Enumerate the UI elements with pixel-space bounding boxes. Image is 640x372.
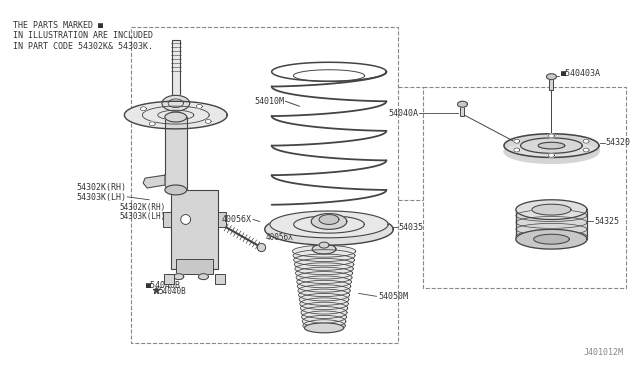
Text: 54050M: 54050M xyxy=(378,292,408,301)
Polygon shape xyxy=(298,280,351,292)
Bar xyxy=(461,104,465,116)
Polygon shape xyxy=(294,259,354,270)
Bar xyxy=(218,212,226,227)
Polygon shape xyxy=(198,274,209,280)
Polygon shape xyxy=(292,245,356,257)
Text: IN PART CODE 54302K& 54303K.: IN PART CODE 54302K& 54303K. xyxy=(13,42,153,51)
Polygon shape xyxy=(548,153,554,157)
Polygon shape xyxy=(300,298,348,310)
Polygon shape xyxy=(319,215,339,224)
Text: 54010M: 54010M xyxy=(255,97,285,106)
Polygon shape xyxy=(174,274,184,280)
Bar xyxy=(516,210,587,239)
Text: 54302K(RH): 54302K(RH) xyxy=(76,183,126,192)
Polygon shape xyxy=(301,307,347,318)
Polygon shape xyxy=(504,134,599,157)
Bar xyxy=(172,40,180,101)
Text: 40056X: 40056X xyxy=(222,215,252,224)
Bar xyxy=(171,190,218,269)
Text: 54303K(LH): 54303K(LH) xyxy=(76,193,126,202)
Text: 54040B: 54040B xyxy=(158,287,186,296)
Polygon shape xyxy=(311,214,347,230)
Polygon shape xyxy=(270,211,388,238)
Bar xyxy=(165,117,187,190)
Text: 54325: 54325 xyxy=(594,217,619,226)
Polygon shape xyxy=(162,95,189,111)
Polygon shape xyxy=(516,230,587,249)
Polygon shape xyxy=(534,234,569,244)
Polygon shape xyxy=(298,285,350,296)
Text: 54320: 54320 xyxy=(606,138,631,147)
Polygon shape xyxy=(180,215,191,224)
Polygon shape xyxy=(303,320,345,331)
Text: 40056X: 40056X xyxy=(266,233,294,242)
Polygon shape xyxy=(265,214,393,245)
Bar xyxy=(176,259,213,274)
Polygon shape xyxy=(124,101,227,129)
Text: 54303K(LH): 54303K(LH) xyxy=(120,212,166,221)
Text: IN ILLUSTRATION ARE INCLUDED: IN ILLUSTRATION ARE INCLUDED xyxy=(13,31,153,40)
Polygon shape xyxy=(532,204,571,215)
Polygon shape xyxy=(297,276,351,288)
Polygon shape xyxy=(299,289,349,301)
Polygon shape xyxy=(296,267,353,279)
Polygon shape xyxy=(301,311,346,323)
Text: THE PARTS MARKED ■: THE PARTS MARKED ■ xyxy=(13,20,102,29)
Polygon shape xyxy=(205,119,211,124)
Bar xyxy=(550,77,554,90)
Polygon shape xyxy=(504,134,599,163)
Polygon shape xyxy=(165,112,187,122)
Polygon shape xyxy=(583,148,589,152)
Text: ■54040B: ■54040B xyxy=(146,280,181,289)
Polygon shape xyxy=(140,107,147,111)
Polygon shape xyxy=(295,263,353,275)
Polygon shape xyxy=(149,122,155,126)
Polygon shape xyxy=(319,242,329,248)
Polygon shape xyxy=(583,139,589,143)
Polygon shape xyxy=(458,101,467,107)
Polygon shape xyxy=(296,272,352,283)
Text: ■540403A: ■540403A xyxy=(561,69,602,78)
Polygon shape xyxy=(520,138,582,153)
Polygon shape xyxy=(165,185,187,195)
Polygon shape xyxy=(302,315,346,327)
Text: J401012M: J401012M xyxy=(584,349,623,357)
Polygon shape xyxy=(548,134,554,138)
Polygon shape xyxy=(514,148,520,152)
Text: 54302K(RH): 54302K(RH) xyxy=(120,203,166,212)
Polygon shape xyxy=(516,200,587,219)
Polygon shape xyxy=(196,105,202,108)
Polygon shape xyxy=(514,139,520,143)
Text: 54040A: 54040A xyxy=(388,109,418,118)
Polygon shape xyxy=(293,250,355,262)
Polygon shape xyxy=(547,74,556,80)
Polygon shape xyxy=(294,254,355,266)
Polygon shape xyxy=(305,323,344,333)
Polygon shape xyxy=(312,244,336,254)
Text: 54035: 54035 xyxy=(398,223,423,232)
Polygon shape xyxy=(143,175,165,188)
Polygon shape xyxy=(300,294,349,305)
Polygon shape xyxy=(538,142,564,149)
Polygon shape xyxy=(300,302,348,314)
Bar xyxy=(163,212,171,227)
